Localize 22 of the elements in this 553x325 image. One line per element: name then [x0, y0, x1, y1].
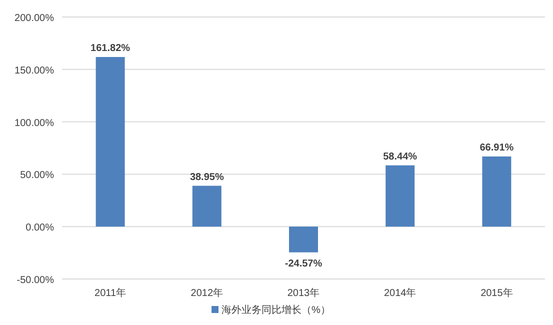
x-tick-label: 2013年	[287, 287, 320, 299]
legend-label: 海外业务同比增长（%）	[222, 304, 330, 316]
bar	[289, 226, 318, 252]
data-label: 161.82%	[90, 43, 130, 54]
y-tick-label: 100.00%	[14, 118, 54, 129]
y-tick-label: 0.00%	[26, 222, 54, 234]
data-label: -24.57%	[284, 258, 322, 270]
x-tick-label: 2014年	[384, 287, 416, 299]
data-label: 38.95%	[190, 172, 224, 183]
bar	[482, 156, 512, 227]
y-tick-label: 150.00%	[14, 65, 54, 76]
y-tick-label: 200.00%	[14, 13, 54, 24]
bar	[192, 186, 222, 227]
data-label: 58.44%	[383, 151, 418, 162]
y-tick-label: 50.00%	[20, 170, 54, 182]
x-tick-label: 2015年	[480, 287, 513, 299]
y-tick-label: -50.00%	[16, 275, 54, 286]
x-tick-label: 2011年	[94, 287, 126, 299]
bar	[96, 57, 125, 227]
bar	[386, 165, 415, 227]
data-label: 66.91%	[480, 142, 514, 154]
x-tick-label: 2012年	[190, 287, 224, 299]
